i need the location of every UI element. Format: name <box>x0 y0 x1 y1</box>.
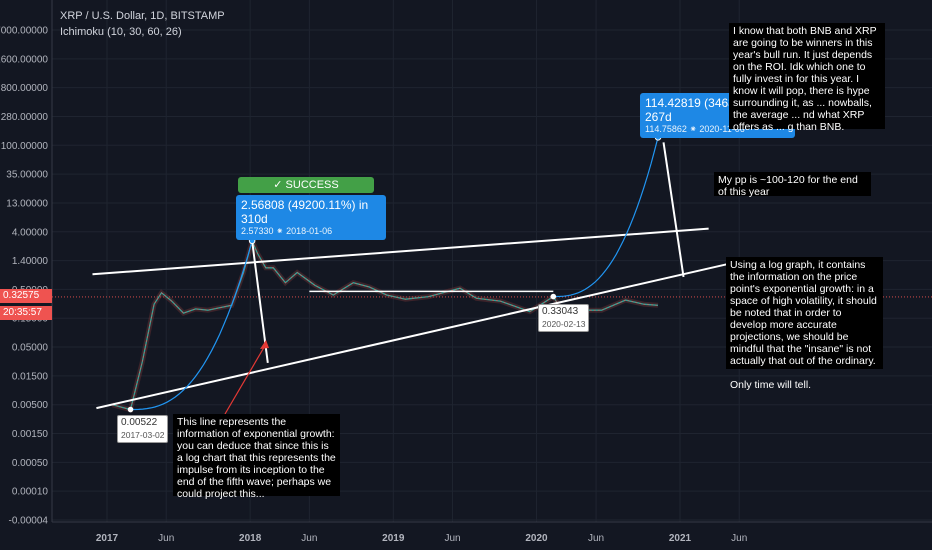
annotation-arrow-head <box>260 340 269 349</box>
y-tick-label: 280.00000 <box>1 112 49 123</box>
note-top-right[interactable]: I know that both BNB and XRP are going t… <box>729 23 885 133</box>
note-log-graph-end: Only time will tell. <box>730 379 812 391</box>
success-badge: ✓ SUCCESS <box>238 177 374 193</box>
last-price-tag: 0.32575 <box>0 289 52 303</box>
note-log-graph-text: Using a log graph, it contains the infor… <box>730 259 877 367</box>
y-tick-label: 800.00000 <box>1 83 49 94</box>
projection-curve <box>130 240 253 411</box>
y-tick-label: 0.05000 <box>12 343 49 354</box>
price-label-low-2017: 0.00522 2017-03-02 <box>117 415 169 443</box>
note-log-graph[interactable]: Using a log graph, it contains the infor… <box>726 257 883 391</box>
countdown-tag: 20:35:57 <box>0 306 52 320</box>
y-tick-label: 4.00000 <box>12 227 49 238</box>
y-tick-label: 2600.00000 <box>0 54 48 65</box>
projection-start-dot <box>550 293 557 300</box>
price-label-date: 2017-03-02 <box>121 430 165 440</box>
y-tick-label: 35.00000 <box>6 170 48 181</box>
y-tick-label: 13.00000 <box>6 198 48 209</box>
price-series-line <box>112 238 659 411</box>
measure-leg-2020 <box>662 142 685 278</box>
projection-curve <box>553 137 659 298</box>
check-icon: ✓ <box>273 179 286 191</box>
projection-start-dot <box>127 406 134 413</box>
x-tick-label: 2021 <box>669 533 692 544</box>
channel-upper-line <box>92 227 709 276</box>
note-price-projection[interactable]: My pp is ~100-120 for the end of this ye… <box>714 172 871 198</box>
x-tick-label: Jun <box>588 533 604 544</box>
x-tick-label: 2020 <box>525 533 548 544</box>
y-tick-label: 0.00050 <box>12 458 49 469</box>
price-label-low-2020: 0.33043 2020-02-13 <box>538 304 590 332</box>
x-tick-label: Jun <box>731 533 747 544</box>
x-tick-label: Jun <box>444 533 460 544</box>
x-tick-label: Jun <box>158 533 174 544</box>
x-tick-label: Jun <box>301 533 317 544</box>
measure-sub: 2.57330 ⁕ 2018-01-06 <box>241 226 333 236</box>
y-tick-label: 0.01500 <box>12 371 49 382</box>
note-exponential-line[interactable]: This line represents the information of … <box>173 414 340 500</box>
y-tick-label: -0.00004 <box>9 516 49 527</box>
y-tick-label: 100.00000 <box>1 141 49 152</box>
y-tick-label: 0.00150 <box>12 429 49 440</box>
x-tick-label: 2018 <box>239 533 262 544</box>
annotation-arrow-line <box>224 343 267 415</box>
x-axis: 2017 Jun 2018 Jun 2019 Jun 2020 Jun 2021 Jun <box>96 533 747 544</box>
price-label-value: 0.33043 <box>542 306 579 317</box>
channel-lower-line <box>96 260 740 410</box>
y-tick-label: 1.40000 <box>12 256 49 267</box>
measure-tooltip-2018[interactable]: 2.56808 (49200.11%) in 310d 2.57330 ⁕ 20… <box>236 195 386 240</box>
measure-main: 2.56808 (49200.11%) in 310d <box>241 198 369 226</box>
y-tick-label: 7000.00000 <box>0 26 48 37</box>
measure-sub: 114.75862 ⁕ 2020-11-06 <box>645 124 745 134</box>
x-tick-label: 2017 <box>96 533 119 544</box>
x-tick-label: 2019 <box>382 533 405 544</box>
indicator-label: Ichimoku (10, 30, 60, 26) <box>60 26 182 38</box>
price-label-value: 0.00522 <box>121 417 158 428</box>
chart-title: XRP / U.S. Dollar, 1D, BITSTAMP <box>60 10 225 22</box>
y-tick-label: 0.00500 <box>12 400 49 411</box>
y-tick-label: 0.00010 <box>12 487 49 498</box>
price-label-date: 2020-02-13 <box>542 319 586 329</box>
